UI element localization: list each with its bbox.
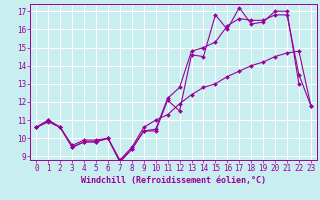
X-axis label: Windchill (Refroidissement éolien,°C): Windchill (Refroidissement éolien,°C) [81, 176, 266, 185]
